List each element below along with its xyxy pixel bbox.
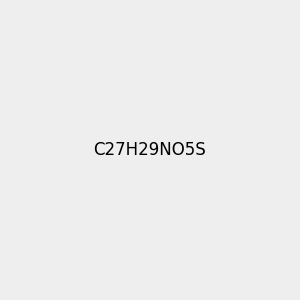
Text: C27H29NO5S: C27H29NO5S — [94, 141, 206, 159]
